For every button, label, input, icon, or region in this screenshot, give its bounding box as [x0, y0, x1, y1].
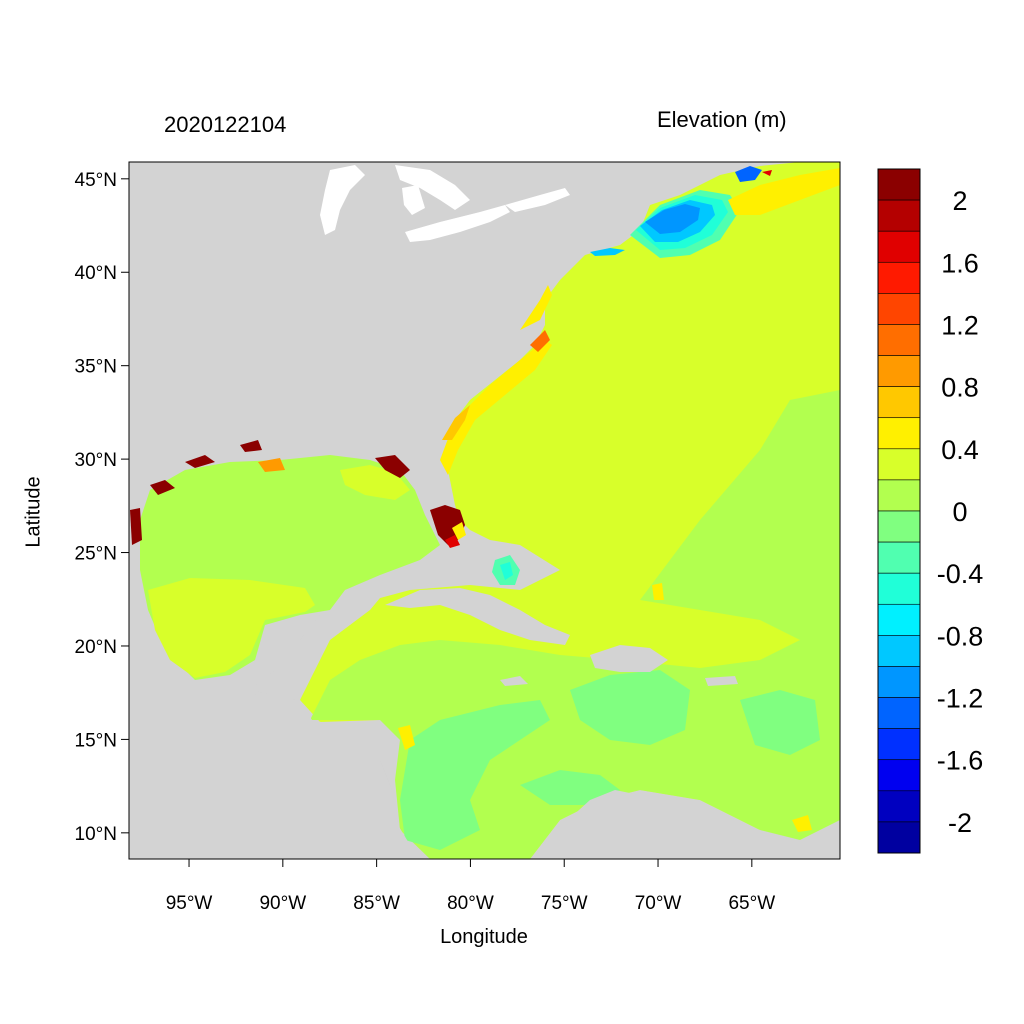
colorbar-label: -0.4 [937, 559, 984, 589]
lon-tick-label: 95°W [166, 893, 213, 914]
south-florida-surge [430, 505, 466, 548]
caribbean-negative-anomaly [400, 670, 820, 850]
colorbar-label: 0.4 [941, 435, 979, 465]
lon-tick-label: 75°W [541, 893, 588, 914]
colorbar-swatch [877, 572, 921, 605]
axis-ticks: 95°W 90°W 85°W 80°W 75°W 70°W 65°W 45°N 40°N 35°N… [75, 170, 776, 914]
colorbar-swatch [877, 230, 921, 263]
colorbar-swatch [877, 666, 921, 698]
islands [129, 588, 840, 859]
colorbar-label: -2 [948, 808, 972, 838]
gulf-positive-anomaly [148, 578, 315, 678]
colorbar-swatch [877, 821, 921, 854]
lat-tick-label: 15°N [75, 730, 117, 751]
gulf-coast-surge [130, 440, 410, 545]
x-axis-label: Longitude [440, 926, 528, 948]
colorbar-label: -1.6 [937, 746, 984, 776]
colorbar-swatch [877, 324, 921, 356]
colorbar-label: -0.8 [937, 621, 984, 651]
variable-label: Elevation (m) [657, 107, 787, 132]
colorbar-swatch [877, 261, 921, 294]
lon-tick-label: 70°W [635, 893, 682, 914]
lat-tick-label: 40°N [75, 263, 117, 284]
colorbar-label: 1.2 [941, 310, 979, 340]
lon-tick-label: 85°W [353, 893, 400, 914]
northeast-negative-anomaly [590, 166, 762, 258]
plot-frame [128, 161, 841, 860]
lat-tick-label: 30°N [75, 450, 117, 471]
date-label: 2020122104 [164, 112, 287, 137]
colorbar-swatch [877, 790, 921, 823]
colorbar-swatch [877, 293, 921, 325]
colorbar-label: 2 [952, 186, 967, 216]
lat-tick-label: 10°N [75, 824, 117, 845]
colorbar-swatch [877, 417, 921, 450]
lon-tick-label: 90°W [259, 893, 306, 914]
colorbar-swatch [877, 635, 921, 667]
lat-tick-label: 20°N [75, 637, 117, 658]
colorbar: 2 1.6 1.2 0.8 0.4 0 -0.4 -0.8 -1.2 -1.6 -2 [877, 168, 984, 854]
great-lakes [320, 165, 570, 242]
colorbar-swatch [877, 479, 921, 512]
colorbar-swatch [877, 510, 921, 543]
lat-tick-label: 35°N [75, 357, 117, 378]
colorbar-swatch [877, 168, 921, 201]
colorbar-label: 1.6 [941, 248, 979, 278]
lon-tick-label: 80°W [447, 893, 494, 914]
map-panel [129, 162, 840, 859]
colorbar-swatch [877, 697, 921, 729]
lat-tick-label: 45°N [75, 170, 117, 191]
colorbar-swatch [877, 386, 921, 419]
colorbar-swatch [877, 603, 921, 636]
east-coast-surge [440, 285, 552, 475]
colorbar-swatch [877, 448, 921, 481]
colorbar-swatch [877, 199, 921, 232]
colorbar-label: 0 [952, 497, 967, 527]
lat-tick-label: 25°N [75, 544, 117, 565]
colorbar-swatch [877, 728, 921, 761]
colorbar-frame [877, 168, 921, 854]
colorbar-swatch [877, 355, 921, 387]
lon-tick-label: 65°W [728, 893, 775, 914]
colorbar-label: 0.8 [941, 373, 979, 403]
colorbar-swatch [877, 541, 921, 574]
colorbar-swatch [877, 759, 921, 792]
colorbar-label: -1.2 [937, 684, 984, 714]
